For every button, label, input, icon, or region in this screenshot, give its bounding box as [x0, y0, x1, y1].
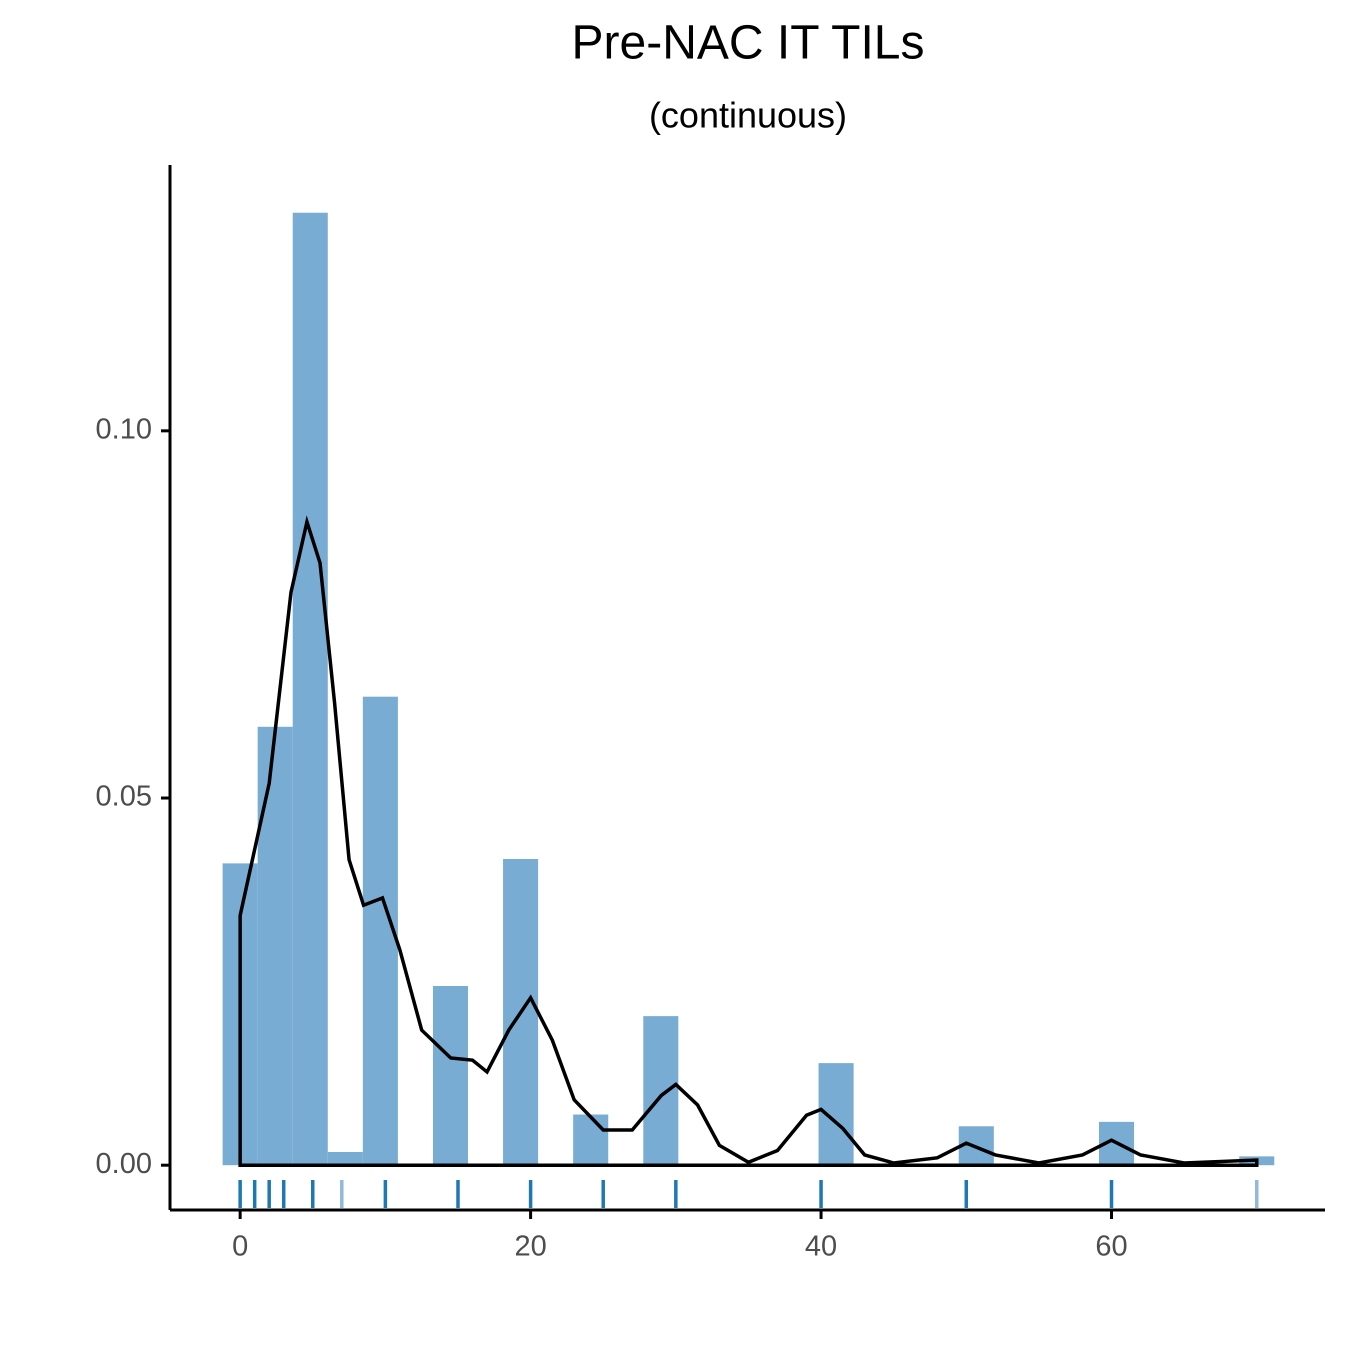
chart-subtitle: (continuous)	[649, 95, 847, 136]
x-tick-label: 20	[514, 1231, 546, 1263]
density-curve	[238, 515, 1259, 1167]
bar	[257, 726, 293, 1166]
bar	[818, 1063, 854, 1166]
chart-title: Pre-NAC IT TILs	[572, 17, 925, 70]
bar	[327, 1151, 363, 1166]
y-tick-label: 0.10	[96, 413, 152, 445]
bar	[432, 986, 469, 1166]
bar	[643, 1016, 679, 1166]
x-tick-label: 40	[805, 1231, 837, 1263]
x-tick-label: 60	[1095, 1231, 1127, 1263]
x-tick-label: 0	[232, 1231, 248, 1263]
y-tick-label: 0.05	[96, 781, 152, 813]
y-tick-label: 0.00	[96, 1148, 152, 1180]
bar	[573, 1114, 609, 1166]
bar	[292, 212, 328, 1166]
